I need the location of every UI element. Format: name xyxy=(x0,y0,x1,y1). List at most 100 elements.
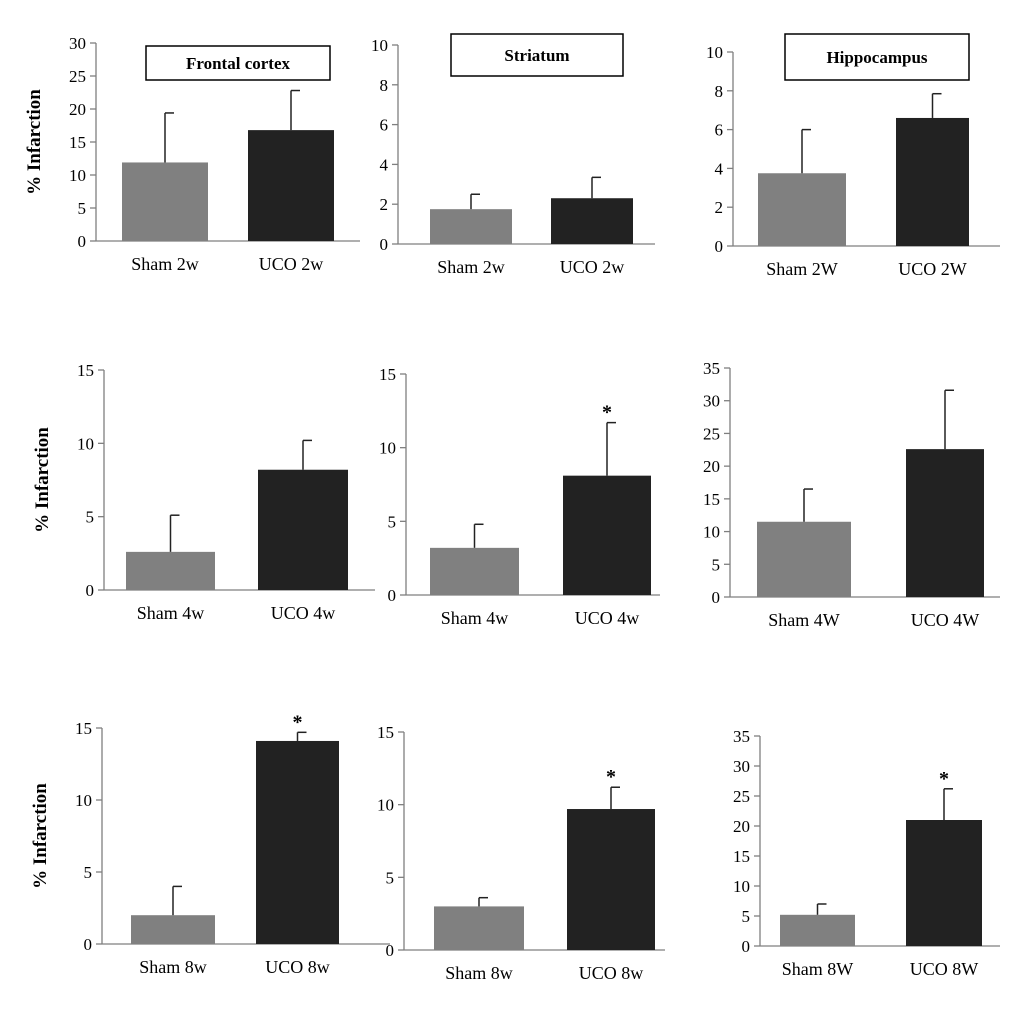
y-tick-label: 2 xyxy=(715,198,724,217)
y-tick-label: 30 xyxy=(69,34,86,53)
bar-uco xyxy=(563,475,651,595)
y-axis-label: % Infarction xyxy=(30,783,51,889)
chart-title: Striatum xyxy=(504,46,569,65)
chart-panel-6: 0 5 10 15 20 25 30 35 Sham 4W UCO 4W xyxy=(703,359,1000,630)
category-label: Sham 4w xyxy=(441,608,509,628)
category-label: UCO 4w xyxy=(271,603,336,623)
significance-star: * xyxy=(939,768,949,790)
category-label: Sham 4W xyxy=(768,610,840,630)
y-tick-label: 10 xyxy=(703,523,720,542)
significance-star: * xyxy=(293,711,303,733)
y-tick-label: 10 xyxy=(371,36,388,55)
bar-sham xyxy=(126,551,215,590)
bar-sham xyxy=(757,521,851,597)
y-tick-label: 5 xyxy=(386,868,395,887)
y-tick-label: 20 xyxy=(69,100,86,119)
bar-sham xyxy=(434,906,524,950)
y-tick-label: 0 xyxy=(84,935,93,954)
y-tick-label: 10 xyxy=(377,796,394,815)
category-label: Sham 8w xyxy=(139,957,207,977)
y-tick-label: 8 xyxy=(380,76,389,95)
category-label: UCO 8W xyxy=(910,959,979,979)
bar-uco xyxy=(567,809,655,950)
y-tick-label: 15 xyxy=(77,361,94,380)
y-tick-label: 25 xyxy=(733,787,750,806)
y-tick-label: 10 xyxy=(77,434,94,453)
y-axis-label: % Infarction xyxy=(32,427,53,533)
chart-panel-4: 0 5 10 15 Sham 4w UCO 4w % Infarction xyxy=(32,361,375,623)
y-tick-label: 5 xyxy=(388,512,397,531)
y-tick-label: 0 xyxy=(380,235,389,254)
y-tick-label: 8 xyxy=(715,82,724,101)
bar-uco xyxy=(906,449,984,597)
y-tick-label: 0 xyxy=(742,937,751,956)
y-tick-label: 15 xyxy=(75,719,92,738)
bar-sham xyxy=(430,209,512,244)
bar-sham xyxy=(122,162,208,241)
chart-panel-1: 0 5 10 15 20 25 30 Sham 2w UCO 2w % Infarction Fro… xyxy=(24,34,360,274)
chart-title-box xyxy=(145,45,331,81)
y-tick-label: 5 xyxy=(742,907,751,926)
y-tick-label: 0 xyxy=(712,588,721,607)
y-tick-label: 10 xyxy=(379,439,396,458)
y-tick-label: 0 xyxy=(388,586,397,605)
y-tick-label: 25 xyxy=(69,67,86,86)
y-tick-label: 6 xyxy=(715,121,724,140)
category-label: Sham 2w xyxy=(437,257,505,277)
category-label: Sham 2W xyxy=(766,259,838,279)
y-tick-label: 0 xyxy=(86,581,95,600)
y-tick-label: 10 xyxy=(706,43,723,62)
category-label: UCO 8w xyxy=(579,963,644,983)
category-label: UCO 2w xyxy=(259,254,324,274)
significance-star: * xyxy=(606,766,616,788)
bar-uco xyxy=(256,740,339,944)
bar-uco xyxy=(551,198,633,244)
significance-star: * xyxy=(602,402,612,424)
y-tick-label: 15 xyxy=(69,133,86,152)
chart-title-box xyxy=(784,33,970,81)
y-tick-label: 15 xyxy=(379,365,396,384)
bar-sham xyxy=(758,173,846,246)
y-tick-label: 0 xyxy=(78,232,87,251)
chart-panel-7: 0 5 10 15 Sham 8w UCO 8w * % Infarction xyxy=(30,711,390,977)
chart-panel-9: 0 5 10 15 20 25 30 35 Sham 8W UCO 8W * xyxy=(733,727,1000,979)
y-tick-label: 30 xyxy=(733,757,750,776)
chart-panel-2: 0 2 4 6 8 10 Sham 2w UCO 2w Striatum xyxy=(371,33,655,277)
y-tick-label: 35 xyxy=(703,359,720,378)
y-tick-label: 5 xyxy=(86,508,95,527)
category-label: Sham 4w xyxy=(137,603,205,623)
chart-panel-3: 0 2 4 6 8 10 Sham 2W UCO 2W Hippocampus xyxy=(706,33,1000,279)
bar-uco xyxy=(906,820,982,946)
category-label: Sham 2w xyxy=(131,254,199,274)
y-tick-label: 20 xyxy=(733,817,750,836)
category-label: UCO 4w xyxy=(575,608,640,628)
y-tick-label: 20 xyxy=(703,457,720,476)
y-tick-label: 10 xyxy=(75,791,92,810)
y-tick-label: 5 xyxy=(712,555,721,574)
category-label: Sham 8w xyxy=(445,963,513,983)
category-label: UCO 2w xyxy=(560,257,625,277)
category-label: UCO 4W xyxy=(911,610,980,630)
y-tick-label: 4 xyxy=(380,155,389,174)
y-tick-label: 0 xyxy=(386,941,395,960)
y-tick-label: 30 xyxy=(703,392,720,411)
y-tick-label: 35 xyxy=(733,727,750,746)
y-tick-label: 15 xyxy=(733,847,750,866)
chart-panel-5: 0 5 10 15 Sham 4w UCO 4w * xyxy=(379,365,660,628)
y-tick-label: 5 xyxy=(78,199,87,218)
category-label: UCO 8w xyxy=(265,957,330,977)
y-tick-label: 15 xyxy=(703,490,720,509)
bar-uco xyxy=(258,469,348,590)
chart-title-box xyxy=(450,33,624,77)
y-tick-label: 5 xyxy=(84,863,93,882)
bar-uco xyxy=(248,130,334,241)
category-label: Sham 8W xyxy=(782,959,854,979)
y-tick-label: 6 xyxy=(380,116,389,135)
bar-sham xyxy=(131,915,215,944)
bar-sham xyxy=(430,547,519,595)
category-label: UCO 2W xyxy=(898,259,967,279)
y-tick-label: 2 xyxy=(380,195,389,214)
y-tick-label: 4 xyxy=(715,159,724,178)
bar-uco xyxy=(896,117,969,247)
